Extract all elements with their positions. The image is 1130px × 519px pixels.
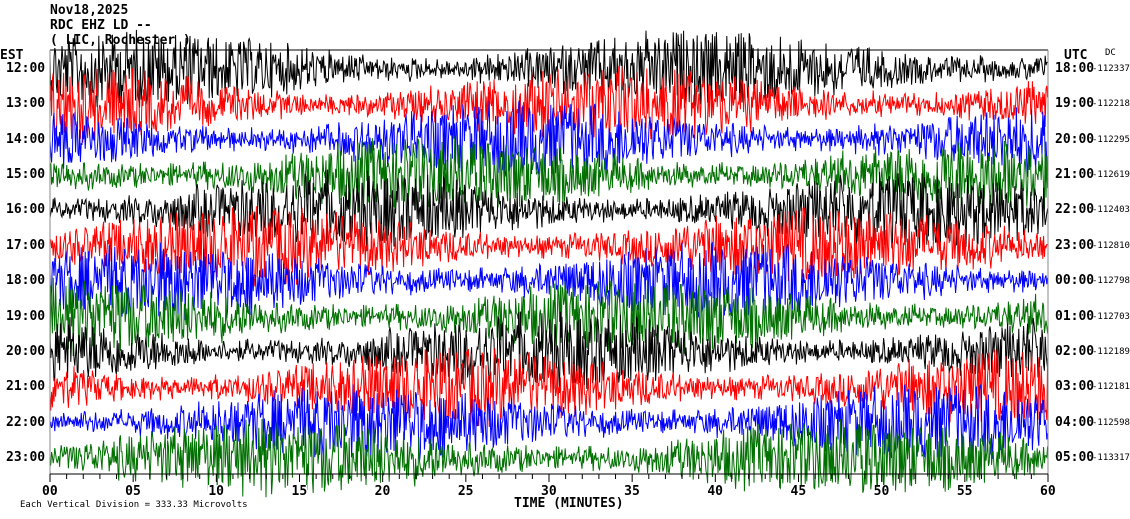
dc-value: -1122954 [1092,134,1130,145]
est-label: 14:00 [6,131,46,147]
utc-label: 20:00 [1055,131,1095,147]
location-label: ( LIC, Rochester ) [50,33,191,48]
dc-value: -1124038 [1092,205,1130,216]
date-label: Nov18,2025 [50,3,129,18]
est-label: 12:00 [6,61,46,76]
trace-row-21:00 [49,347,1049,428]
utc-label: 02:00 [1055,343,1095,359]
x-axis-title: TIME (MINUTES) [514,496,624,511]
utc-label: 19:00 [1055,96,1095,112]
est-label: 19:00 [6,308,46,324]
utc-axis-title: UTC [1064,48,1088,63]
x-tick-label: 40 [707,484,723,499]
x-tick-label: 20 [374,484,391,499]
trace-row-19:00 [49,277,1049,357]
trace-row-18:00 [49,241,1049,322]
trace-row-16:00 [49,169,1049,252]
dc-value: -1133171 [1092,452,1130,463]
dc-value: -1127987 [1092,276,1130,287]
x-tick-label: 60 [1040,484,1056,499]
trace-row-20:00 [49,311,1049,393]
x-tick-label: 50 [873,484,890,499]
est-label: 15:00 [6,167,46,183]
dc-value: -1121815 [1092,382,1130,393]
est-label: 20:00 [6,343,46,359]
trace-row-12:00 [49,29,1048,108]
x-tick-label: 25 [457,484,474,499]
dc-title: DC [1105,48,1116,58]
dc-value: -1125983 [1092,417,1130,428]
est-label: 17:00 [6,237,46,253]
est-label: 13:00 [6,96,46,112]
est-label: 18:00 [6,273,46,289]
dc-value: -1127038 [1092,311,1130,322]
utc-label: 23:00 [1055,237,1095,253]
x-tick-label: 55 [956,484,973,499]
utc-label: 01:00 [1055,308,1095,324]
x-tick-label: 45 [790,484,807,499]
est-label: 23:00 [6,449,46,465]
x-tick-label: 00 [42,484,58,499]
utc-label: 22:00 [1055,202,1095,218]
x-tick-label: 15 [291,484,308,499]
utc-label: 00:00 [1055,273,1095,289]
dc-value: -1126194 [1092,170,1130,181]
trace-row-15:00 [49,136,1049,212]
station-label: RDC EHZ LD -- [50,18,152,33]
x-tick-label: 10 [208,484,224,499]
trace-row-13:00 [49,65,1049,143]
dc-value: -1121893 [1092,346,1130,357]
trace-row-23:00 [49,419,1049,498]
utc-label: 05:00 [1055,449,1095,465]
dc-value: -1122180 [1092,99,1130,110]
trace-row-14:00 [49,99,1049,180]
est-label: 22:00 [6,414,46,430]
utc-label: 03:00 [1055,379,1095,395]
utc-label: 18:00 [1055,61,1095,76]
x-tick-label: 30 [541,484,557,499]
utc-label: 21:00 [1055,167,1095,183]
dc-value: -1123373 [1092,64,1130,74]
utc-label: 04:00 [1055,414,1095,430]
est-label: 21:00 [6,379,46,395]
est-label: 16:00 [6,202,46,218]
scale-label: Each Vertical Division = 333.33 Microvol… [20,500,248,510]
x-tick-label: 05 [125,484,141,499]
x-tick-label: 35 [624,484,640,499]
est-axis-title: EST [0,48,24,63]
dc-value: -1128100 [1092,240,1130,251]
